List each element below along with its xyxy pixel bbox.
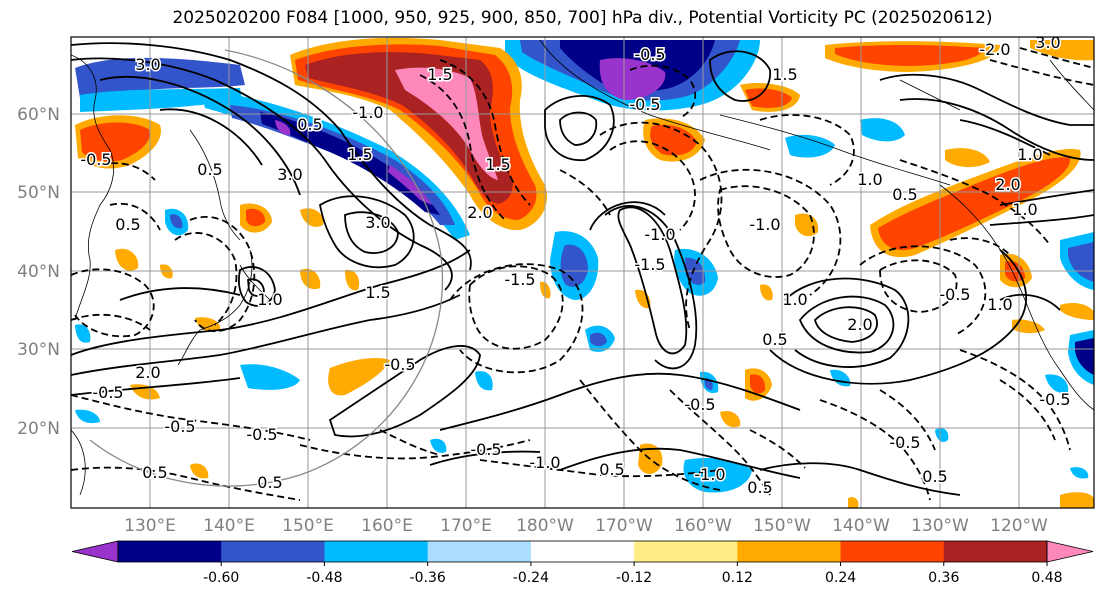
contour-label: -0.5 <box>634 45 665 64</box>
contour-label: 0.5 <box>892 185 917 204</box>
lon-label: 130°E <box>124 516 176 536</box>
contour-label: 1.0 <box>987 295 1012 314</box>
contour-label: -0.5 <box>1039 390 1070 409</box>
contour-label: 3.0 <box>135 55 160 74</box>
contour-label: -0.5 <box>684 395 715 414</box>
lon-label: 130°W <box>911 516 969 536</box>
contour-label: 1.5 <box>427 65 452 84</box>
colorbar-swatch <box>118 541 222 562</box>
colorbar-extension-high <box>1046 540 1094 563</box>
colorbar-tick-label: 0.48 <box>1031 570 1062 586</box>
contour-label: -0.5 <box>629 95 660 114</box>
contour-label: -0.5 <box>384 355 415 374</box>
contour-label: -1.5 <box>504 270 535 289</box>
contour-label: 1.5 <box>347 145 372 164</box>
contour-label: 0.5 <box>197 160 222 179</box>
latitude-labels: 60°N 50°N 40°N 30°N 20°N <box>17 105 60 439</box>
contour-label: 2.0 <box>847 315 872 334</box>
map-frame <box>70 36 1095 509</box>
contour-label: -1.0 <box>644 225 675 244</box>
colorbar-tick-label: -0.48 <box>306 570 342 586</box>
lat-lon-grid <box>71 37 1094 508</box>
contour-label: -0.5 <box>80 150 111 169</box>
contour-label: -1.0 <box>694 465 725 484</box>
lon-label: 140°W <box>832 516 890 536</box>
colorbar-tick-label: -0.24 <box>513 570 549 586</box>
colorbar-swatch <box>634 541 738 562</box>
contour-label: -0.5 <box>92 383 123 402</box>
contour-label: -0.5 <box>246 425 277 444</box>
contour-label: 0.5 <box>115 215 140 234</box>
contour-label: -1.0 <box>352 103 383 122</box>
colorbar-swatch <box>221 541 325 562</box>
colorbar-tick-label: -0.36 <box>410 570 446 586</box>
positive-pv-shading <box>75 37 1094 508</box>
lon-label: 150°W <box>753 516 811 536</box>
colorbar-swatch <box>737 541 842 562</box>
contour-label: 1.0 <box>782 290 807 309</box>
colorbar-swatch <box>840 541 945 562</box>
contour-label: -1.0 <box>529 453 560 472</box>
contour-label: 0.5 <box>599 460 624 479</box>
lat-label: 30°N <box>17 340 60 360</box>
colorbar-swatch <box>943 541 1048 562</box>
contour-label: 0.5 <box>762 330 787 349</box>
colorbar-swatch <box>324 541 429 562</box>
contour-label: -0.5 <box>939 285 970 304</box>
contour-label: 1.5 <box>485 155 510 174</box>
lat-label: 60°N <box>17 105 60 125</box>
contour-label: 0.5 <box>142 463 167 482</box>
contour-label: 3.0 <box>1035 33 1060 52</box>
colorbar-swatch <box>427 541 532 562</box>
contour-label: 1.5 <box>365 283 390 302</box>
contour-label: -2.0 <box>979 40 1010 59</box>
lon-label: 140°E <box>203 516 255 536</box>
lon-label: 170°W <box>595 516 653 536</box>
lon-label: 120°W <box>990 516 1048 536</box>
contour-label: 1.0 <box>857 170 882 189</box>
contour-label: -1.5 <box>634 255 665 274</box>
colorbar-tick-label: 0.12 <box>722 570 753 586</box>
longitude-labels: 130°E 140°E 150°E 160°E 170°E 180°W 170°… <box>124 516 1048 536</box>
coastlines <box>71 39 1094 496</box>
colorbar-tick-label: 0.24 <box>825 570 856 586</box>
lat-label: 20°N <box>17 419 60 439</box>
colorbar-frame <box>117 540 1048 563</box>
lon-label: 180°W <box>516 516 574 536</box>
contour-label: 0.5 <box>922 467 947 486</box>
reference-circle <box>89 49 444 487</box>
contour-label: -0.5 <box>164 417 195 436</box>
contour-label: 0.5 <box>747 478 772 497</box>
contour-label: 2.0 <box>467 203 492 222</box>
colorbar: -0.60 -0.48 -0.36 -0.24 -0.12 0.12 0.24 0.36 0.4… <box>71 540 1094 586</box>
colorbar-swatch <box>530 541 635 562</box>
lon-label: 150°E <box>282 516 334 536</box>
contour-label: 3.0 <box>365 213 390 232</box>
contour-label: 3.0 <box>277 165 302 184</box>
contour-label: 1.0 <box>257 290 282 309</box>
contour-label: 2.0 <box>995 175 1020 194</box>
colorbar-tick-label: 0.36 <box>928 570 959 586</box>
contour-label: -0.5 <box>889 433 920 452</box>
lon-label: 170°E <box>440 516 492 536</box>
contour-label: 1.0 <box>1017 145 1042 164</box>
lat-label: 40°N <box>17 262 60 282</box>
contour-label: -0.5 <box>470 440 501 459</box>
lon-label: 160°W <box>674 516 732 536</box>
contour-label: 0.5 <box>297 115 322 134</box>
contour-labels: 3.0 -0.5 1.5 -1.0 0.5 1.5 3.0 3.0 2.0 1.5 1.5 -1.5 -… <box>79 33 1072 499</box>
dashed-contours <box>71 47 1094 501</box>
map-title: 2025020200 F084 [1000, 950, 925, 900, 85… <box>172 8 993 28</box>
colorbar-extension-low <box>71 540 119 563</box>
contour-label: -1.0 <box>749 215 780 234</box>
contour-label: 0.5 <box>257 473 282 492</box>
contour-label: 1.5 <box>772 65 797 84</box>
contour-label: 1.0 <box>1012 200 1037 219</box>
lat-label: 50°N <box>17 183 60 203</box>
contour-label: 2.0 <box>135 363 160 382</box>
lon-label: 160°E <box>361 516 413 536</box>
colorbar-tick-label: -0.60 <box>203 570 239 586</box>
colorbar-tick-label: -0.12 <box>616 570 652 586</box>
